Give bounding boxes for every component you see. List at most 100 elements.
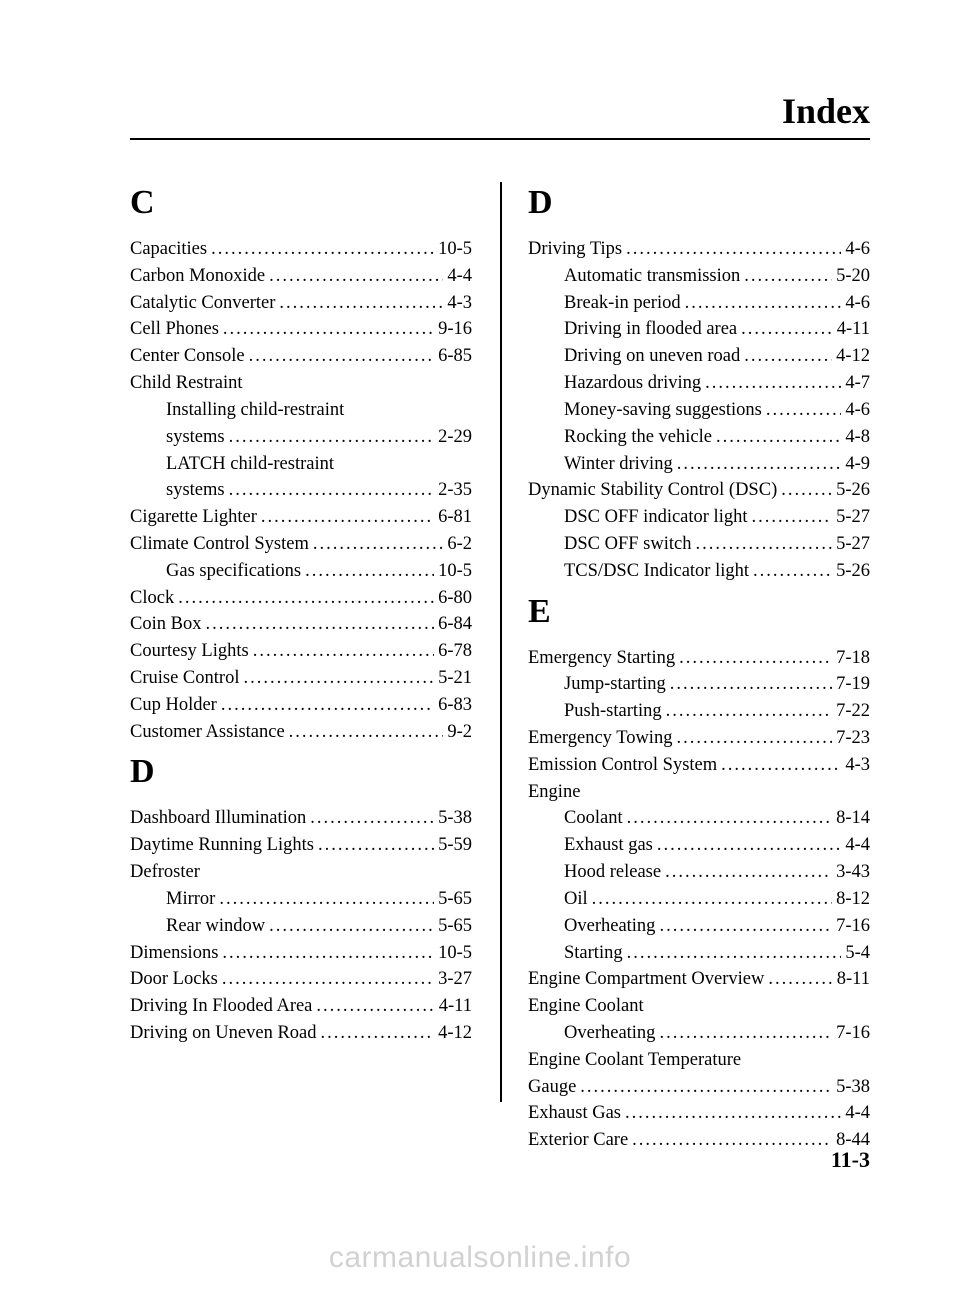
index-page: 4-6: [845, 397, 870, 424]
section-letter: E: [528, 593, 870, 631]
leader-dots: [627, 805, 832, 832]
leader-dots: [205, 611, 434, 638]
index-entry: Climate Control System6-2: [130, 531, 472, 558]
index-page: 7-16: [836, 1020, 870, 1047]
index-page: 4-4: [845, 1100, 870, 1127]
leader-dots: [222, 966, 434, 993]
index-label: Door Locks: [130, 966, 218, 993]
leader-dots: [219, 886, 434, 913]
index-label: Dashboard Illumination: [130, 805, 306, 832]
index-label: Coin Box: [130, 611, 201, 638]
leader-dots: [744, 263, 832, 290]
index-entry: Emergency Starting7-18: [528, 645, 870, 672]
leader-dots: [313, 531, 443, 558]
right-column: DDriving Tips4-6Automatic transmission5-…: [500, 176, 870, 1154]
leader-dots: [580, 1074, 832, 1101]
index-page: 10-5: [438, 236, 472, 263]
index-label: Rear window: [166, 913, 265, 940]
index-label: Winter driving: [564, 451, 673, 478]
index-page: 4-3: [845, 752, 870, 779]
section-letter: D: [528, 184, 870, 222]
index-label: Cigarette Lighter: [130, 504, 257, 531]
index-entry: Driving on uneven road4-12: [528, 343, 870, 370]
index-entry: Hood release3-43: [528, 859, 870, 886]
index-entry: Gauge5-38: [528, 1074, 870, 1101]
leader-dots: [695, 531, 832, 558]
index-label: Emergency Starting: [528, 645, 675, 672]
index-label: Mirror: [166, 886, 215, 913]
index-entry: DSC OFF indicator light5-27: [528, 504, 870, 531]
leader-dots: [741, 316, 833, 343]
leader-dots: [211, 236, 434, 263]
index-entry: DSC OFF switch5-27: [528, 531, 870, 558]
index-label: Carbon Monoxide: [130, 263, 265, 290]
index-entry: Gas specifications10-5: [130, 558, 472, 585]
index-label: Climate Control System: [130, 531, 309, 558]
index-page: 3-43: [836, 859, 870, 886]
index-page: 7-16: [836, 913, 870, 940]
index-entry: Money-saving suggestions4-6: [528, 397, 870, 424]
index-page: 8-11: [837, 966, 870, 993]
leader-dots: [670, 671, 832, 698]
leader-dots: [243, 665, 434, 692]
index-entry: Customer Assistance9-2: [130, 719, 472, 746]
index-label: Overheating: [564, 913, 655, 940]
index-page: 6-81: [438, 504, 472, 531]
index-entry: Emergency Towing7-23: [528, 725, 870, 752]
index-label: Gauge: [528, 1074, 576, 1101]
index-label: Emission Control System: [528, 752, 717, 779]
index-page: 4-9: [845, 451, 870, 478]
index-entry: Exhaust Gas4-4: [528, 1100, 870, 1127]
index-label: TCS/DSC Indicator light: [564, 558, 749, 585]
index-page: 5-26: [836, 477, 870, 504]
index-label: Driving in flooded area: [564, 316, 737, 343]
leader-dots: [721, 752, 841, 779]
index-label: Exhaust gas: [564, 832, 653, 859]
index-page: 6-80: [438, 585, 472, 612]
index-page: 5-65: [438, 913, 472, 940]
index-page: 5-21: [438, 665, 472, 692]
index-label: Hazardous driving: [564, 370, 701, 397]
leader-dots: [305, 558, 434, 585]
index-page: 5-27: [836, 504, 870, 531]
leader-dots: [766, 397, 841, 424]
index-label: Jump-starting: [564, 671, 666, 698]
index-page: 10-5: [438, 558, 472, 585]
title-rule: [130, 138, 870, 140]
index-page: 6-83: [438, 692, 472, 719]
index-label: Center Console: [130, 343, 245, 370]
index-entry: Cup Holder6-83: [130, 692, 472, 719]
index-entry: Oil8-12: [528, 886, 870, 913]
index-entry: Dynamic Stability Control (DSC)5-26: [528, 477, 870, 504]
index-page: 4-8: [845, 424, 870, 451]
index-page: 7-19: [836, 671, 870, 698]
index-entry: Push-starting7-22: [528, 698, 870, 725]
index-page: 5-26: [836, 558, 870, 585]
leader-dots: [705, 370, 841, 397]
index-label: Driving Tips: [528, 236, 622, 263]
leader-dots: [223, 316, 434, 343]
index-label: Coolant: [564, 805, 623, 832]
index-page: 4-7: [845, 370, 870, 397]
leader-dots: [626, 236, 841, 263]
leader-dots: [744, 343, 832, 370]
index-page: 5-27: [836, 531, 870, 558]
index-entry: Engine Coolant Temperature: [528, 1047, 870, 1074]
index-page: 4-12: [836, 343, 870, 370]
leader-dots: [269, 263, 443, 290]
index-page: 4-12: [438, 1020, 472, 1047]
index-label: Starting: [564, 940, 623, 967]
leader-dots: [592, 886, 832, 913]
index-entry: Child Restraint: [130, 370, 472, 397]
index-entry: Center Console 6-85: [130, 343, 472, 370]
leader-dots: [657, 832, 841, 859]
index-label: Exterior Care: [528, 1127, 628, 1154]
index-page: 5-65: [438, 886, 472, 913]
index-entry: Starting5-4: [528, 940, 870, 967]
leader-dots: [249, 343, 435, 370]
index-page: 6-85: [438, 343, 472, 370]
index-entry: Courtesy Lights6-78: [130, 638, 472, 665]
index-entry: Coin Box6-84: [130, 611, 472, 638]
index-page: 4-4: [447, 263, 472, 290]
index-label: Clock: [130, 585, 174, 612]
